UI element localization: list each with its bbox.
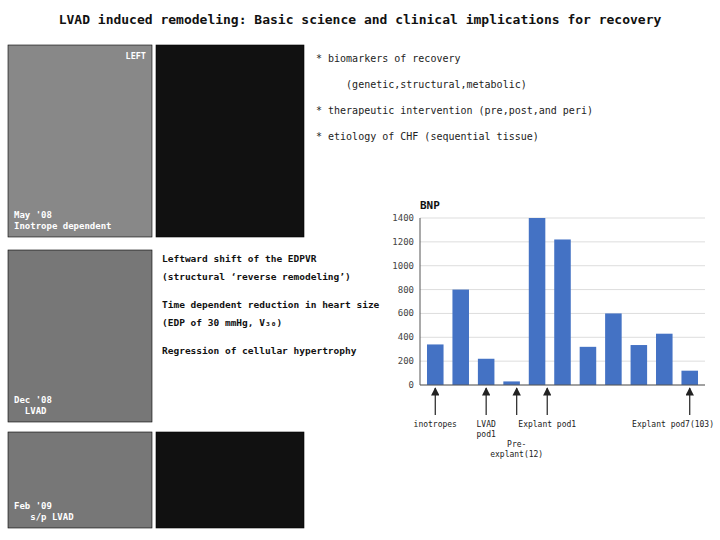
annotation-arrow <box>689 388 690 415</box>
y-axis <box>420 218 421 385</box>
y-tick-label: 0 <box>409 380 414 390</box>
image-label: Feb '09 s/p LVAD <box>14 501 74 522</box>
image-placeholder <box>156 432 304 528</box>
image-placeholder <box>8 45 152 237</box>
image-placeholder <box>156 45 304 237</box>
y-tick-label: 200 <box>398 356 414 366</box>
image-label: Dec '08 LVAD <box>14 395 52 416</box>
bar <box>427 344 444 385</box>
bar <box>580 347 597 385</box>
y-tick-label: 1200 <box>392 237 414 247</box>
middle-text: Leftward shift of the EDPVR <box>162 253 317 264</box>
middle-text: Time dependent reduction in heart size <box>162 299 380 310</box>
page: LVAD induced remodeling: Basic science a… <box>0 0 720 540</box>
bar <box>681 371 698 385</box>
bars <box>427 218 698 385</box>
annotation-label: Pre-explant(12) <box>490 440 543 459</box>
slide-title: LVAD induced remodeling: Basic science a… <box>59 12 662 27</box>
chart-title: BNP <box>420 199 440 212</box>
image-label: May '08Inotrope dependent <box>14 210 112 231</box>
bar <box>605 313 622 385</box>
annotation-label: LVADpod1 <box>477 420 496 439</box>
annotation-arrow <box>547 388 548 415</box>
bullet-text: * therapeutic intervention (pre,post,and… <box>316 105 593 116</box>
x-axis <box>420 385 705 386</box>
annotation-label: Explant pod7(103) <box>632 420 714 429</box>
image-placeholder <box>8 250 152 422</box>
annotation-arrow <box>486 388 487 415</box>
bullet-text: * etiology of CHF (sequential tissue) <box>316 131 539 142</box>
middle-text: (EDP of 30 mmHg, V₃₀) <box>162 317 282 328</box>
y-tick-label: 600 <box>398 308 414 318</box>
bar <box>503 381 520 385</box>
bar <box>529 218 546 385</box>
y-tick-label: 1000 <box>392 261 414 271</box>
annotation-arrow <box>435 388 436 415</box>
y-tick-label: 400 <box>398 332 414 342</box>
annotation-arrow <box>516 388 517 415</box>
y-tick-label: 800 <box>398 285 414 295</box>
image-placeholder <box>8 432 152 528</box>
bullet-text: (genetic,structural,metabolic) <box>316 79 527 90</box>
bar <box>478 359 495 385</box>
image-label: LEFT <box>126 51 146 61</box>
bar <box>452 290 469 385</box>
y-tick-label: 1400 <box>392 213 414 223</box>
annotation-label: Explant pod1 <box>518 420 576 429</box>
bar <box>554 239 571 385</box>
middle-text: Regression of cellular hypertrophy <box>162 345 357 356</box>
grid-line <box>420 385 705 386</box>
grid-line <box>420 218 705 219</box>
middle-text: (structural ‘reverse remodeling’) <box>162 271 351 282</box>
bullet-text: * biomarkers of recovery <box>316 53 461 64</box>
bar <box>656 334 673 385</box>
annotation-label: inotropes <box>414 420 458 429</box>
bar <box>631 345 648 385</box>
